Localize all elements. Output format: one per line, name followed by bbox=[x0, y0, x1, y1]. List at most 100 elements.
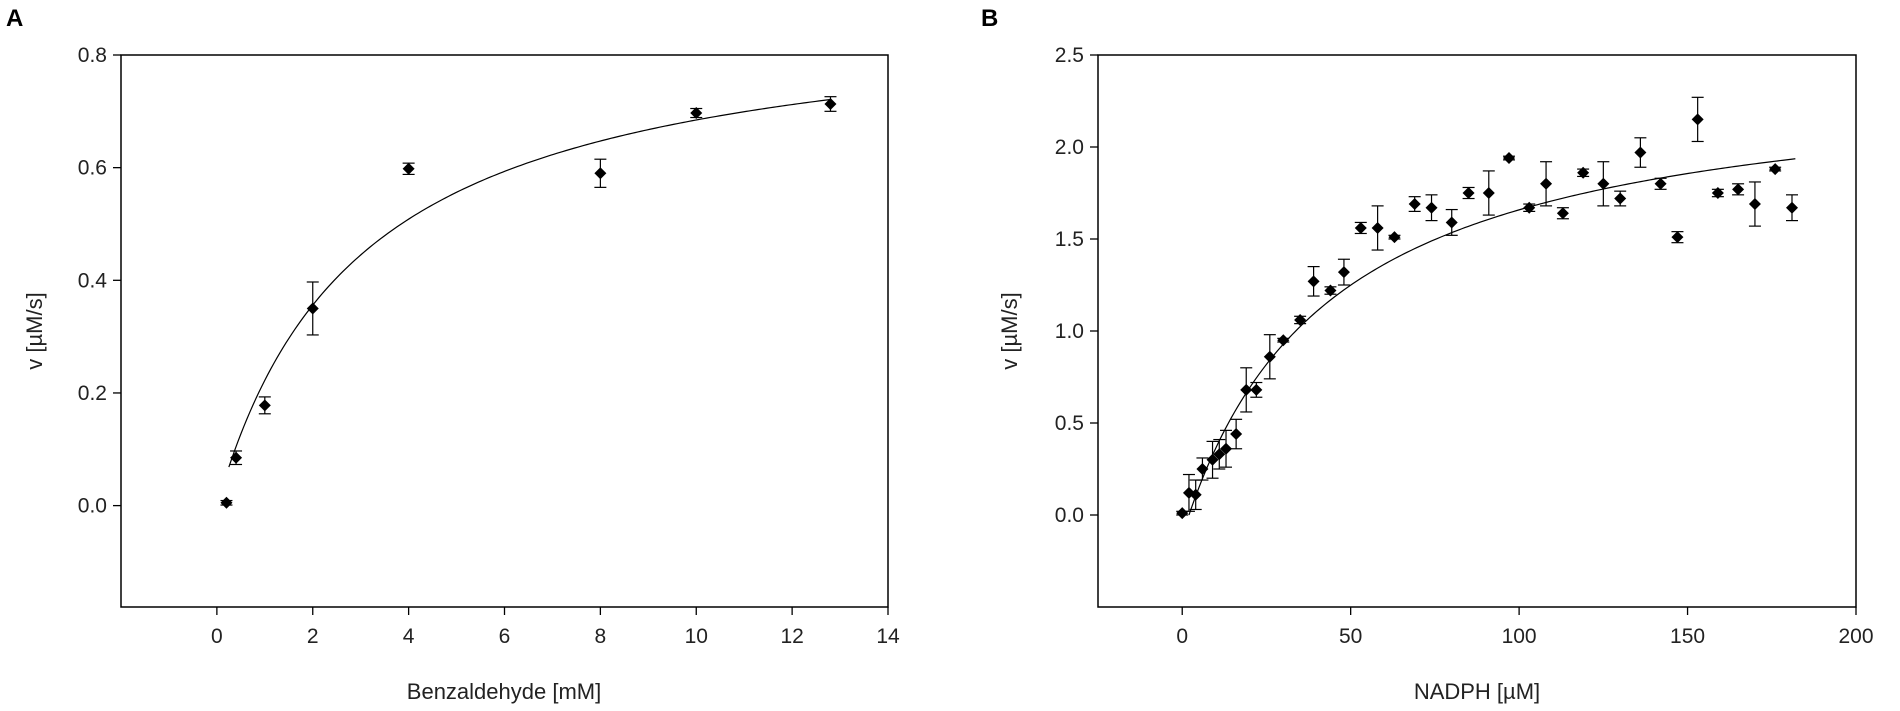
panel-b-marker bbox=[1388, 231, 1401, 244]
panel-b-marker bbox=[1597, 177, 1610, 190]
panel-b-marker bbox=[1654, 177, 1667, 190]
panel-b-y-tick-label: 2.0 bbox=[1055, 136, 1084, 159]
panel-a-y-tick-label: 0.6 bbox=[78, 157, 107, 180]
panel-b-data-point bbox=[1408, 196, 1421, 212]
panel-b-marker bbox=[1711, 187, 1724, 199]
panel-a-marker bbox=[402, 162, 415, 175]
panel-b-data-point bbox=[1654, 177, 1667, 190]
panel-b-marker bbox=[1769, 163, 1782, 176]
panel-b-data-point bbox=[1711, 187, 1724, 199]
panel-a-y-tick-label: 0.4 bbox=[78, 269, 108, 292]
panel-b-marker bbox=[1462, 187, 1475, 199]
panel-b-data-point bbox=[1240, 367, 1253, 413]
panel-a-x-tick-label: 12 bbox=[780, 625, 803, 648]
panel-b-marker bbox=[1324, 284, 1337, 297]
panel-b-x-tick-label: 0 bbox=[1176, 625, 1188, 648]
panel-b-marker bbox=[1196, 463, 1209, 475]
panel-b-data-point bbox=[1294, 313, 1307, 326]
panel-b-marker bbox=[1634, 146, 1647, 159]
panel-b-y-tick-label: 1.5 bbox=[1055, 228, 1084, 251]
panel-b-y-tick-label: 2.5 bbox=[1055, 44, 1084, 67]
panel-b-data-point bbox=[1523, 201, 1536, 214]
panel-b-marker bbox=[1230, 428, 1243, 441]
panel-b-marker bbox=[1523, 201, 1536, 214]
panel-a-y-tick-label: 0.8 bbox=[78, 44, 107, 67]
panel-b-marker bbox=[1189, 488, 1202, 501]
panel-a-data-points bbox=[220, 96, 837, 509]
panel-b-marker bbox=[1354, 221, 1367, 234]
panel-a-data-point bbox=[402, 162, 415, 176]
panel-b-data-point bbox=[1263, 334, 1276, 380]
panel-b-ticks: 0 50 100 150 200 0.0 0.5 1.0 1.5 2.0 2.5 bbox=[1055, 44, 1874, 648]
panel-a-data-point bbox=[258, 396, 271, 415]
panel-a-marker bbox=[230, 451, 243, 464]
panel-b-x-tick-label: 50 bbox=[1339, 625, 1362, 648]
panel-a-x-tick-label: 2 bbox=[307, 625, 319, 648]
panel-b-data-point bbox=[1220, 429, 1233, 468]
panel-b-data-points bbox=[1176, 96, 1798, 520]
panel-b-data-point bbox=[1388, 231, 1401, 244]
panel-b-marker bbox=[1785, 201, 1798, 214]
panel-b-data-point bbox=[1634, 137, 1647, 168]
panel-b-marker bbox=[1482, 187, 1495, 199]
panel-b-data-point bbox=[1189, 479, 1202, 511]
panel-b-marker bbox=[1445, 216, 1458, 229]
panel-b-marker bbox=[1250, 383, 1263, 396]
panel-b-x-tick-label: 150 bbox=[1670, 625, 1705, 648]
panel-b-data-point bbox=[1577, 166, 1590, 179]
panel-a-x-axis-label: Benzaldehyde [mM] bbox=[407, 679, 601, 704]
panel-a-marker bbox=[594, 167, 607, 180]
panel-b-marker bbox=[1691, 113, 1704, 126]
panel-b-marker bbox=[1206, 453, 1219, 466]
panel-b-letter: B bbox=[981, 5, 998, 32]
panel-b-data-point bbox=[1748, 181, 1761, 227]
panel-b-data-point bbox=[1597, 161, 1610, 207]
panel-a-x-tick-label: 14 bbox=[876, 625, 900, 648]
panel-b-data-point bbox=[1462, 186, 1475, 200]
panel-b-y-tick-label: 0.0 bbox=[1055, 504, 1084, 527]
panel-b-fit-line bbox=[1188, 158, 1796, 516]
panel-b-marker bbox=[1213, 448, 1226, 461]
panel-b-data-point bbox=[1196, 457, 1209, 481]
panel-b-marker bbox=[1294, 313, 1307, 326]
panel-b-marker bbox=[1671, 231, 1684, 244]
panel-a-data-point bbox=[594, 158, 607, 188]
panel-b-data-point bbox=[1769, 163, 1782, 176]
panel-b-marker bbox=[1240, 383, 1253, 396]
panel-b-data-point bbox=[1671, 231, 1684, 244]
panel-a-x-tick-label: 10 bbox=[685, 625, 708, 648]
panel-b-data-point bbox=[1176, 507, 1189, 520]
panel-a-data-point bbox=[220, 496, 233, 509]
panel-b-marker bbox=[1277, 334, 1290, 347]
panel-b-marker bbox=[1220, 442, 1233, 455]
panel-a-marker bbox=[220, 496, 233, 509]
panel-b-marker bbox=[1176, 507, 1189, 520]
panel-b-data-point bbox=[1354, 221, 1367, 235]
panel-b-marker bbox=[1577, 166, 1590, 179]
panel-b-data-point bbox=[1250, 381, 1263, 398]
panel-b-data-point bbox=[1732, 183, 1745, 196]
panel-b-y-tick-label: 0.5 bbox=[1055, 412, 1084, 435]
panel-b-marker bbox=[1614, 192, 1627, 205]
panel-b-marker bbox=[1540, 177, 1553, 190]
panel-b-plot-frame bbox=[1097, 54, 1857, 608]
panel-b-data-point bbox=[1277, 334, 1290, 347]
panel-b: B 0 50 100 150 200 0.0 0.5 1.0 1.5 2.0 2.5 NADPH [… bbox=[981, 5, 1874, 704]
panel-a-y-axis-label: v [µM/s] bbox=[22, 292, 47, 369]
panel-b-fit-curve bbox=[1188, 158, 1796, 516]
panel-a: A 0 2 4 6 8 10 12 14 0.0 0.2 0.4 0.6 0.8 Benzaldehyd… bbox=[6, 5, 900, 704]
panel-b-data-point bbox=[1324, 284, 1337, 297]
panel-b-marker bbox=[1371, 221, 1384, 234]
panel-b-y-tick-label: 1.0 bbox=[1055, 320, 1084, 343]
panel-b-marker bbox=[1337, 266, 1350, 279]
panel-b-data-point bbox=[1230, 418, 1243, 450]
panel-a-fit-curve bbox=[228, 98, 831, 468]
panel-b-marker bbox=[1556, 207, 1569, 220]
panel-b-data-point bbox=[1503, 152, 1516, 165]
panel-a-data-point bbox=[824, 96, 837, 112]
panel-a-letter: A bbox=[6, 5, 23, 32]
panel-a-marker bbox=[690, 107, 703, 120]
panel-b-x-tick-label: 100 bbox=[1502, 625, 1537, 648]
panel-b-marker bbox=[1425, 201, 1438, 214]
